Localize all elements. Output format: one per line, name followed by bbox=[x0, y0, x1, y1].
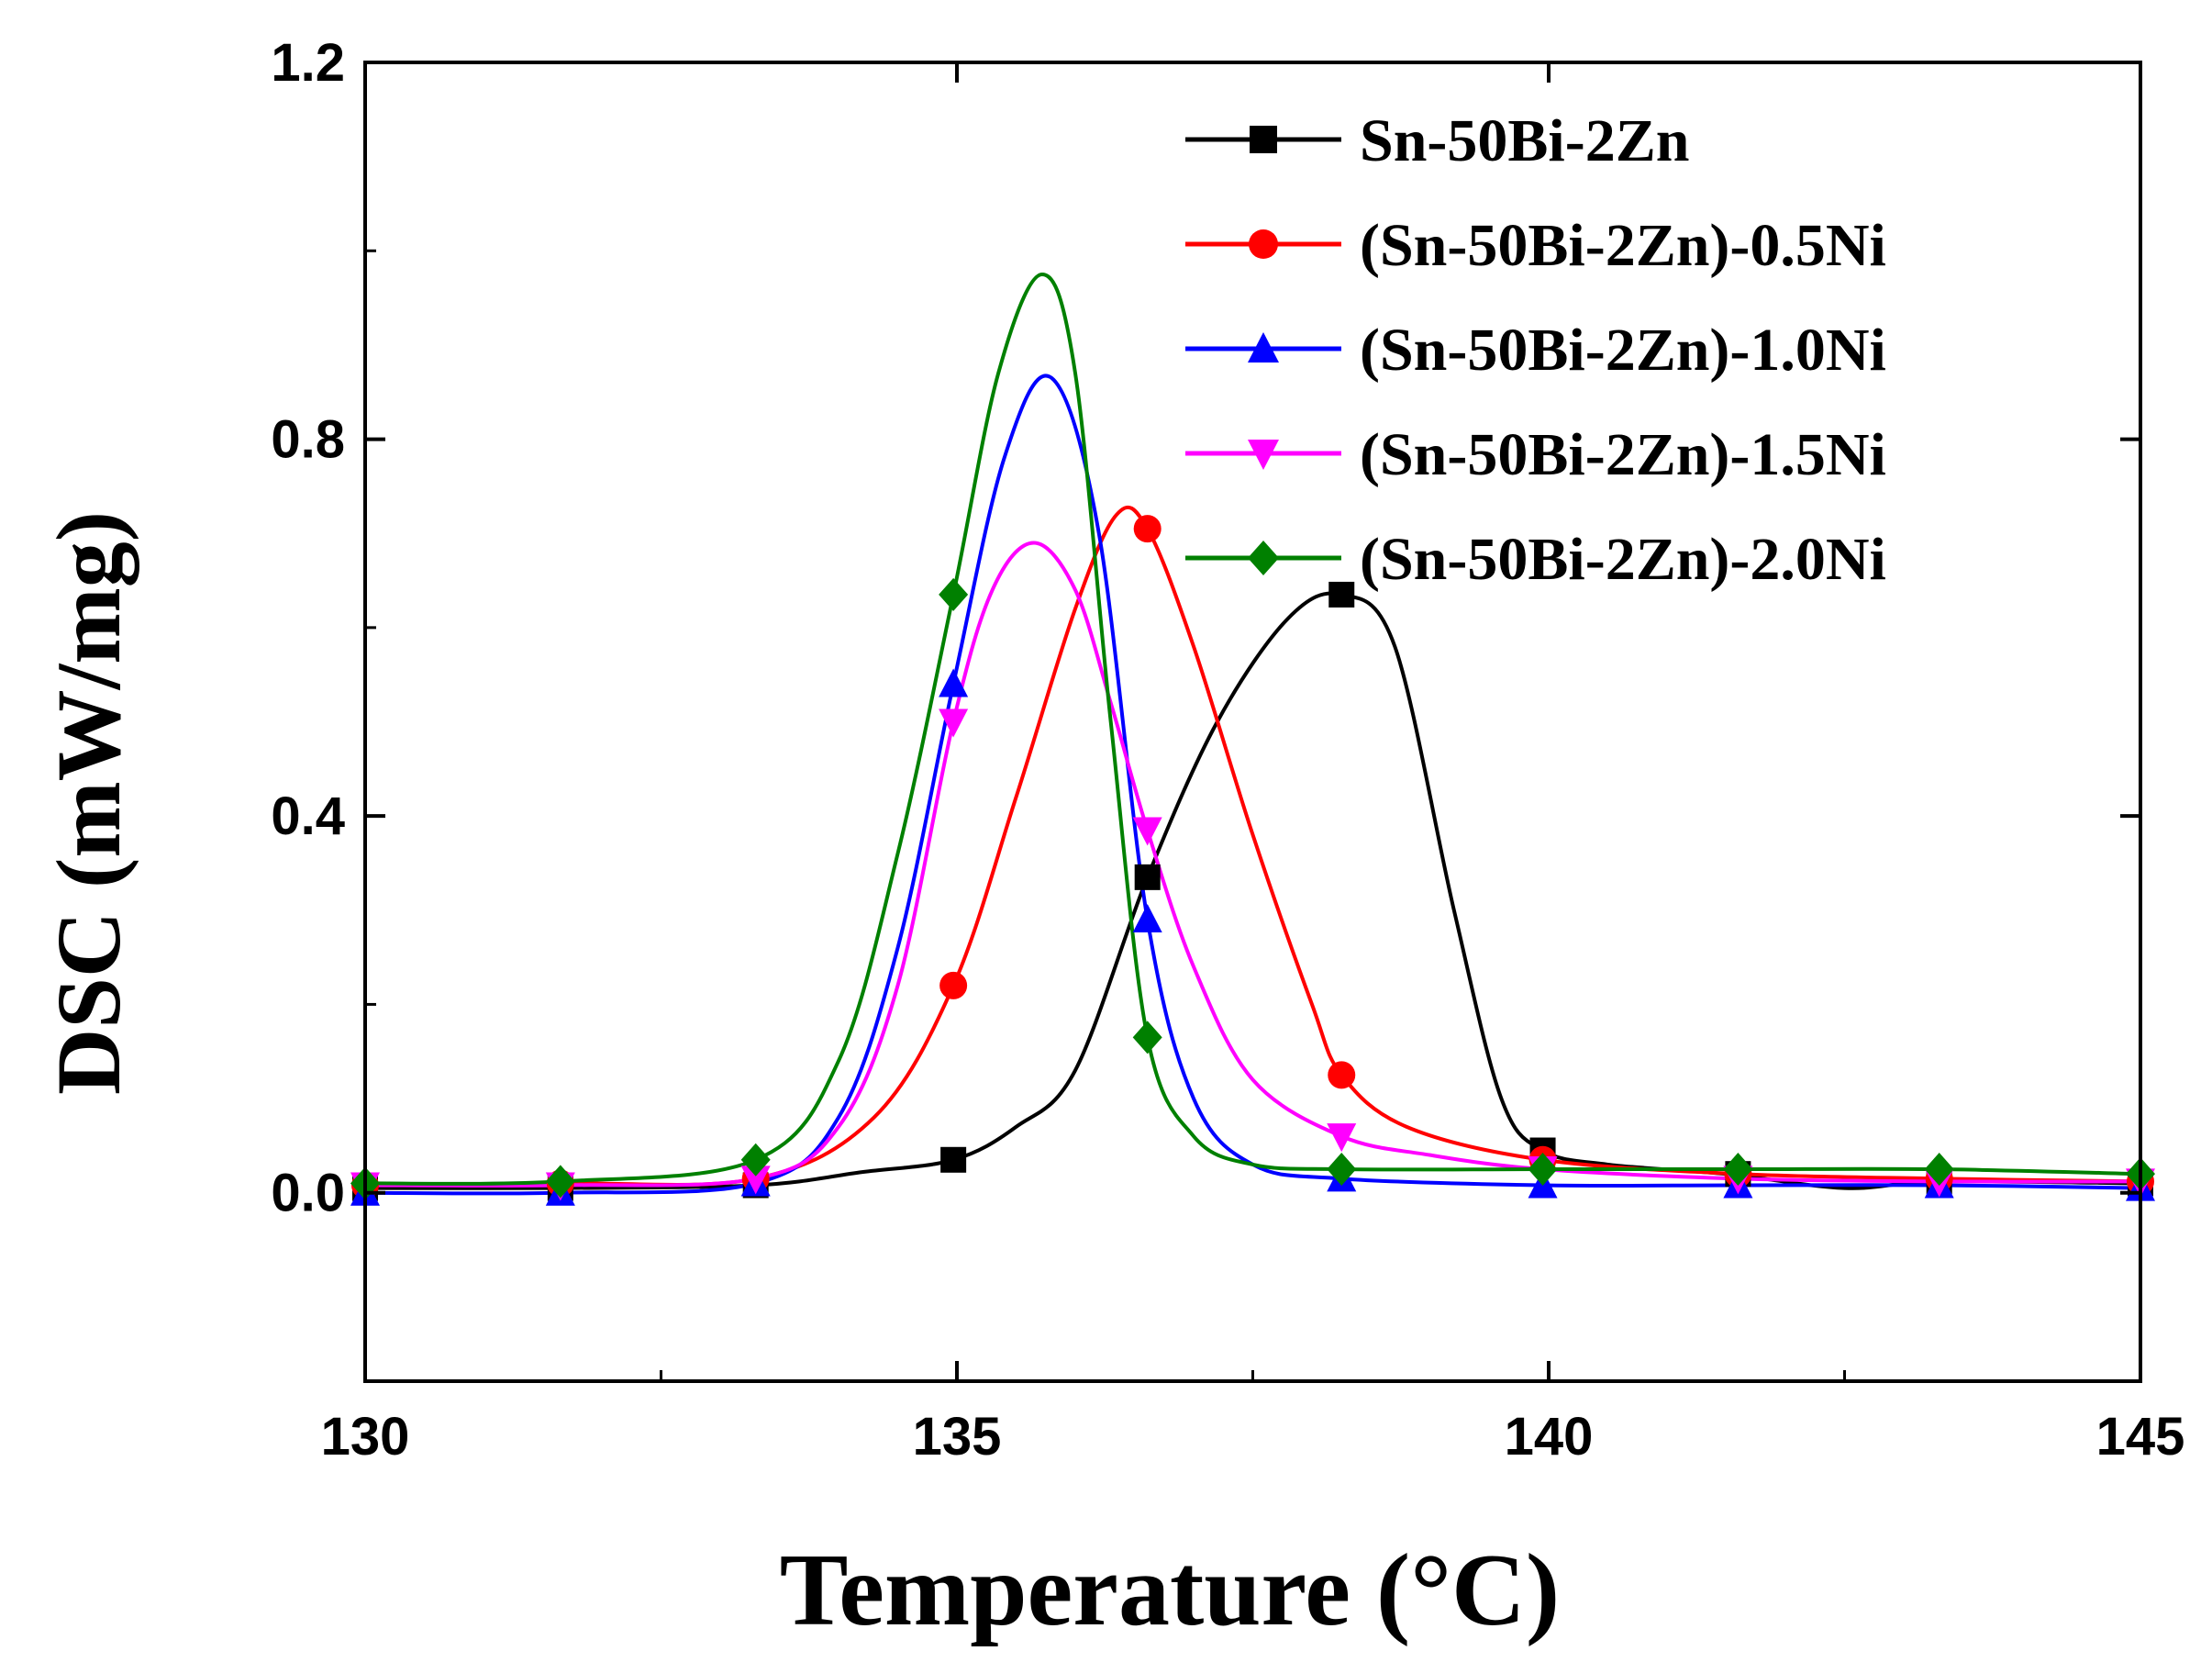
data-point bbox=[939, 708, 969, 738]
x-tick-label: 130 bbox=[321, 1407, 410, 1467]
series-line bbox=[364, 541, 2141, 1188]
series-markers bbox=[350, 515, 2155, 1206]
data-point bbox=[939, 668, 969, 697]
y-tick-label: 0.0 bbox=[271, 1164, 345, 1223]
data-point bbox=[1328, 1061, 1356, 1089]
legend: Sn-50Bi-2Zn (Sn-50Bi-2Zn)-0.5Ni (Sn-50Bi-2… bbox=[1185, 107, 1886, 593]
legend-label: (Sn-50Bi-2Zn)-2.0Ni bbox=[1360, 526, 1886, 593]
data-point bbox=[939, 577, 969, 611]
x-tick-label: 145 bbox=[2096, 1407, 2185, 1467]
legend-marker bbox=[1250, 126, 1277, 153]
legend-marker bbox=[1248, 332, 1279, 363]
data-point bbox=[740, 1166, 771, 1195]
y-axis-title: DSC (mW/mg) bbox=[38, 511, 139, 1095]
data-point bbox=[939, 971, 968, 999]
data-point bbox=[1327, 1153, 1357, 1187]
data-point bbox=[1132, 817, 1162, 846]
series-line bbox=[364, 591, 2141, 1190]
legend-label: (Sn-50Bi-2Zn)-1.0Ni bbox=[1360, 317, 1886, 384]
legend-label: (Sn-50Bi-2Zn)-1.5Ni bbox=[1360, 421, 1886, 488]
axis-ticks bbox=[363, 61, 2142, 1383]
legend-marker bbox=[1249, 229, 1278, 259]
y-tick-label: 0.8 bbox=[271, 410, 345, 470]
data-point bbox=[740, 1143, 771, 1177]
data-point bbox=[940, 1146, 967, 1173]
series-line bbox=[364, 272, 2141, 1186]
series-line bbox=[364, 374, 2141, 1196]
data-point bbox=[1924, 1153, 1954, 1187]
y-tick-label: 0.4 bbox=[271, 786, 345, 846]
x-tick-label: 135 bbox=[913, 1407, 1002, 1467]
data-point bbox=[1327, 1123, 1357, 1153]
data-point bbox=[1132, 1021, 1162, 1054]
legend-label: (Sn-50Bi-2Zn)-0.5Ni bbox=[1360, 212, 1886, 279]
data-point bbox=[1723, 1153, 1753, 1187]
y-tick-label: 1.2 bbox=[271, 33, 345, 93]
series-curves bbox=[364, 272, 2141, 1196]
x-tick-label: 140 bbox=[1505, 1407, 1594, 1467]
legend-label: Sn-50Bi-2Zn bbox=[1360, 107, 1689, 174]
series-line bbox=[364, 505, 2141, 1188]
data-point bbox=[545, 1165, 575, 1199]
data-point bbox=[1134, 864, 1161, 890]
data-point bbox=[1328, 581, 1355, 608]
data-point bbox=[1528, 1153, 1558, 1187]
legend-marker bbox=[1248, 440, 1279, 470]
x-axis-title: Temperature (°C) bbox=[780, 1534, 1560, 1647]
axis-tick-labels: 130 135 140 145 0.0 0.4 0.8 1.2 bbox=[271, 33, 2184, 1467]
data-point bbox=[1132, 904, 1162, 933]
legend-marker bbox=[1248, 541, 1279, 575]
data-point bbox=[1133, 515, 1162, 543]
